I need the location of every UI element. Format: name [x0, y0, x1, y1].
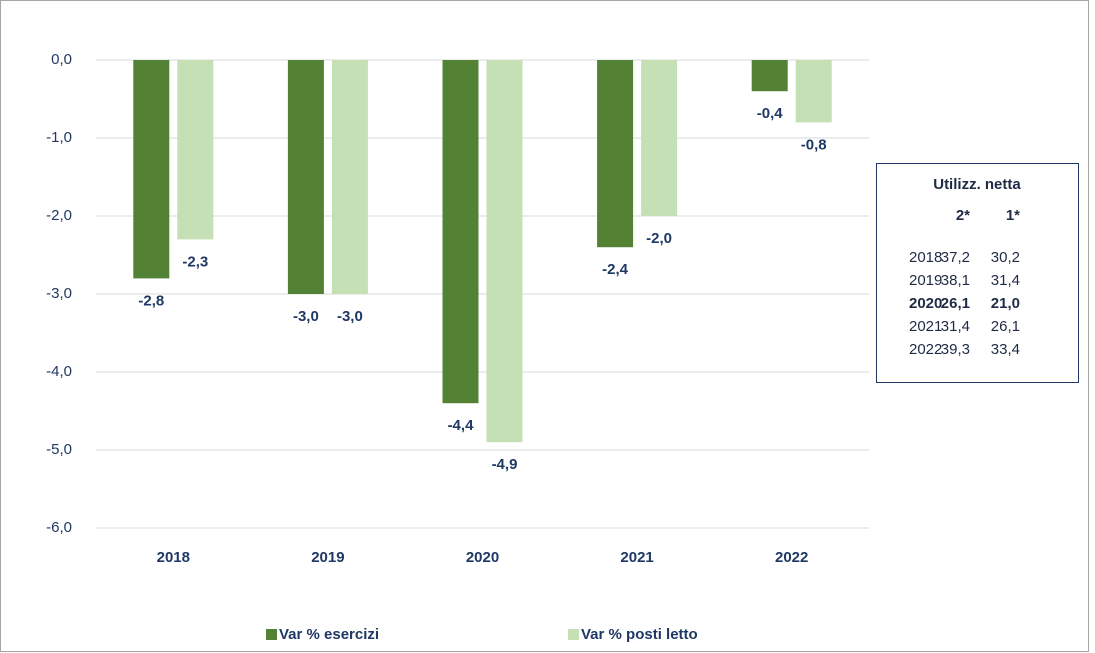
x-tick-label: 2022 — [775, 549, 808, 566]
x-tick-label: 2020 — [466, 549, 499, 566]
data-label: -4,9 — [492, 456, 518, 473]
y-tick-label: -5,0 — [46, 441, 72, 458]
table-cell: 33,4 — [991, 341, 1020, 358]
table-box — [876, 163, 1079, 383]
y-tick-label: 0,0 — [51, 51, 72, 68]
bar — [287, 60, 324, 294]
table-cell: 39,3 — [941, 341, 970, 358]
legend-label: Var % esercizi — [279, 626, 379, 643]
bar — [751, 60, 788, 92]
table-cell: 30,2 — [991, 249, 1020, 266]
y-tick-label: -2,0 — [46, 207, 72, 224]
bar — [795, 60, 832, 123]
data-label: -2,3 — [182, 253, 208, 270]
table-cell: 2021 — [909, 318, 942, 335]
data-label: -2,0 — [646, 230, 672, 247]
y-tick-label: -1,0 — [46, 129, 72, 146]
table-header: 2* — [956, 207, 970, 224]
table-cell: 2018 — [909, 249, 942, 266]
table-cell: 38,1 — [941, 272, 970, 289]
x-tick-label: 2021 — [620, 549, 653, 566]
data-label: -2,4 — [602, 261, 629, 278]
table-cell: 31,4 — [941, 318, 970, 335]
x-tick-label: 2018 — [157, 549, 190, 566]
table-cell: 21,0 — [991, 295, 1020, 312]
bar — [486, 60, 523, 443]
data-label: -0,4 — [757, 105, 784, 122]
data-label: -2,8 — [138, 292, 164, 309]
y-tick-label: -3,0 — [46, 285, 72, 302]
bar — [133, 60, 170, 279]
bar — [177, 60, 214, 240]
bar — [331, 60, 368, 294]
table-title: Utilizz. netta — [933, 176, 1021, 193]
table-cell: 26,1 — [941, 295, 970, 312]
table-cell: 26,1 — [991, 318, 1020, 335]
data-label: -3,0 — [293, 308, 319, 325]
bar — [597, 60, 634, 248]
data-label: -4,4 — [448, 417, 475, 434]
x-tick-label: 2019 — [311, 549, 344, 566]
table-header: 1* — [1006, 207, 1020, 224]
bar — [641, 60, 678, 216]
bar — [442, 60, 479, 404]
table-cell: 37,2 — [941, 249, 970, 266]
legend-swatch — [568, 629, 579, 640]
y-tick-label: -6,0 — [46, 519, 72, 536]
data-label: -3,0 — [337, 308, 363, 325]
table-cell: 2019 — [909, 272, 942, 289]
table-cell: 2020 — [909, 295, 942, 312]
data-label: -0,8 — [801, 136, 827, 153]
legend-label: Var % posti letto — [581, 626, 698, 643]
legend-swatch — [266, 629, 277, 640]
y-tick-label: -4,0 — [46, 363, 72, 380]
table-cell: 2022 — [909, 341, 942, 358]
table-cell: 31,4 — [991, 272, 1020, 289]
